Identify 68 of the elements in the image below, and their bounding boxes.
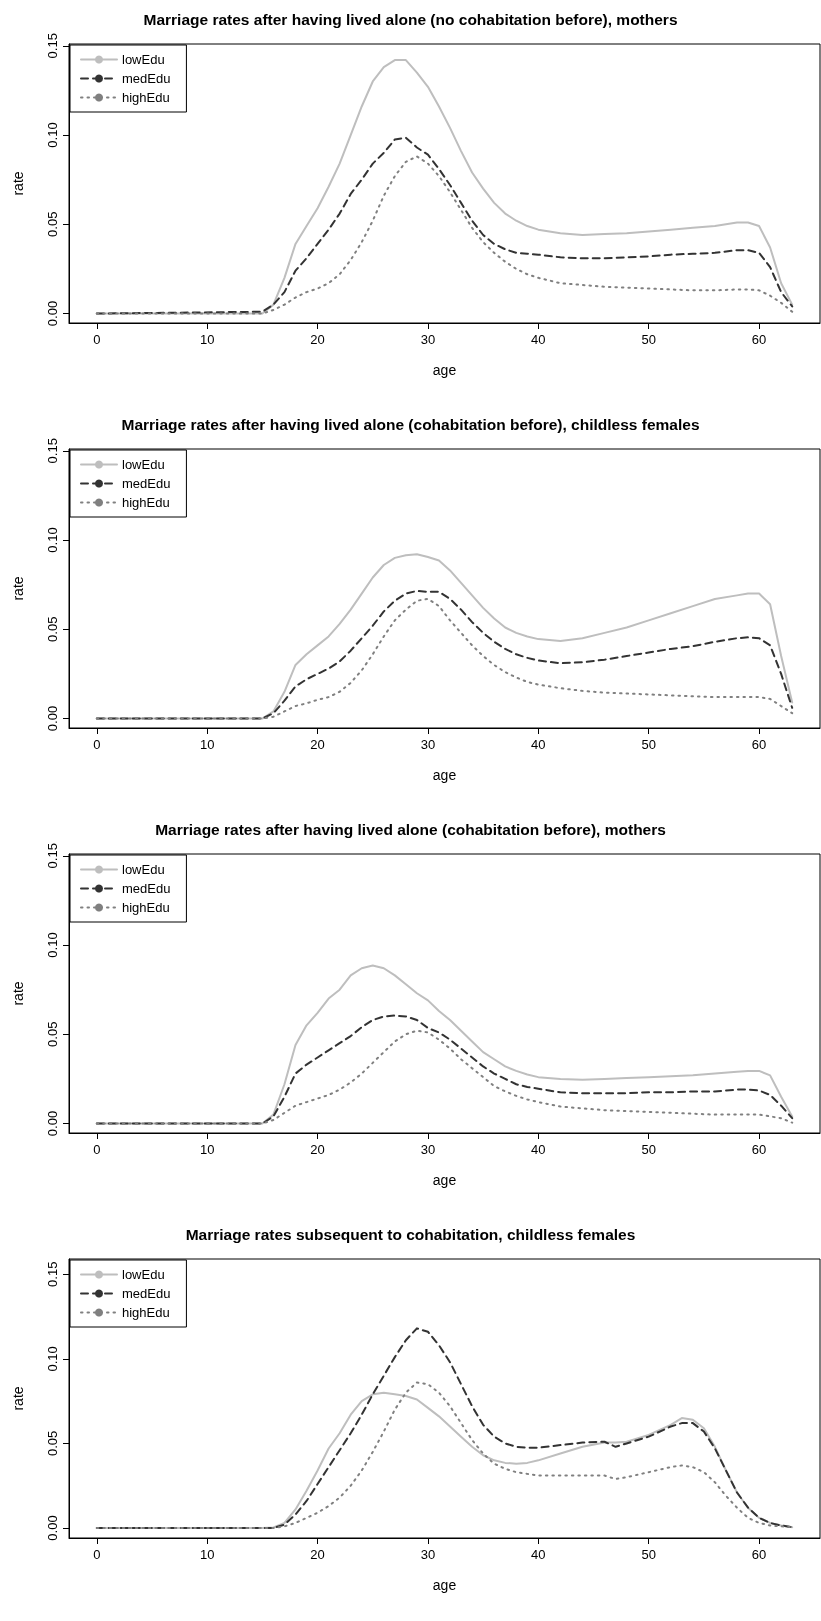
y-tick-label: 0.15 (45, 843, 60, 869)
x-tick-label: 40 (531, 737, 546, 752)
x-tick-label: 60 (751, 332, 767, 347)
y-tick-label: 0.05 (45, 211, 60, 237)
legend-label: lowEdu (122, 52, 165, 67)
x-tick-label: 10 (199, 1547, 215, 1562)
x-tick-label: 40 (531, 1142, 546, 1157)
x-tick-label: 60 (751, 737, 767, 752)
y-tick-label: 0.10 (45, 527, 60, 553)
x-axis-title: age (432, 1577, 457, 1593)
chart-title: Marriage rates after having lived alone (no cohabitation before), mothers (143, 10, 678, 28)
x-tick-label: 0 (93, 737, 101, 752)
x-tick-label: 30 (420, 1547, 436, 1562)
x-tick-label: 0 (93, 1142, 101, 1157)
y-axis-title: rate (10, 1386, 26, 1411)
x-axis-title: age (432, 1172, 457, 1188)
y-tick-label: 0.15 (45, 1261, 60, 1287)
y-tick-label: 0.15 (45, 438, 60, 464)
chart-title: Marriage rates after having lived alone (cohabitation before), mothers (155, 820, 666, 838)
x-tick-label: 0 (93, 332, 101, 347)
chart-title: Marriage rates subsequent to cohabitation, childless females (185, 1225, 636, 1243)
y-tick-label: 0.10 (45, 932, 60, 958)
x-tick-label: 30 (420, 1142, 436, 1157)
legend-label: highEdu (122, 1305, 170, 1320)
chart-title: Marriage rates after having lived alone (cohabitation before), childless females (121, 415, 700, 433)
legend-label: medEdu (122, 71, 171, 86)
y-tick-label: 0.05 (45, 1430, 60, 1457)
y-tick-label: 0.00 (45, 1110, 60, 1137)
x-tick-label: 50 (641, 1142, 656, 1157)
x-tick-label: 10 (199, 332, 215, 347)
x-tick-label: 50 (641, 737, 656, 752)
y-tick-label: 0.15 (45, 33, 60, 59)
legend-label: lowEdu (122, 862, 165, 877)
x-tick-label: 20 (310, 1547, 325, 1562)
x-tick-label: 60 (751, 1142, 767, 1157)
legend-label: highEdu (122, 900, 170, 915)
x-tick-label: 50 (641, 332, 656, 347)
legend-label: medEdu (122, 881, 171, 896)
y-tick-label: 0.05 (45, 1021, 60, 1047)
legend-label: lowEdu (122, 457, 165, 472)
y-tick-label: 0.00 (45, 300, 60, 327)
x-tick-label: 20 (310, 1142, 325, 1157)
x-tick-label: 40 (531, 1547, 546, 1562)
x-tick-label: 30 (420, 737, 436, 752)
x-tick-label: 20 (310, 332, 325, 347)
x-tick-label: 30 (420, 332, 436, 347)
x-tick-label: 0 (93, 1547, 101, 1562)
y-tick-label: 0.05 (45, 616, 60, 642)
y-tick-label: 0.00 (45, 705, 60, 732)
legend-label: medEdu (122, 1286, 171, 1301)
x-tick-label: 50 (641, 1547, 656, 1562)
y-tick-label: 0.00 (45, 1515, 60, 1541)
x-axis-title: age (432, 767, 457, 783)
x-tick-label: 60 (751, 1547, 767, 1562)
legend-label: highEdu (122, 90, 170, 105)
x-tick-label: 10 (199, 1142, 215, 1157)
y-axis-title: rate (10, 171, 26, 196)
y-tick-label: 0.10 (45, 122, 60, 148)
legend-label: medEdu (122, 476, 171, 491)
x-tick-label: 40 (531, 332, 546, 347)
legend-label: highEdu (122, 495, 170, 510)
x-axis-title: age (432, 362, 457, 378)
y-axis-title: rate (10, 576, 26, 601)
x-tick-label: 10 (199, 737, 215, 752)
x-tick-label: 20 (310, 737, 325, 752)
y-tick-label: 0.10 (45, 1346, 60, 1372)
y-axis-title: rate (10, 981, 26, 1006)
legend-label: lowEdu (122, 1267, 165, 1282)
